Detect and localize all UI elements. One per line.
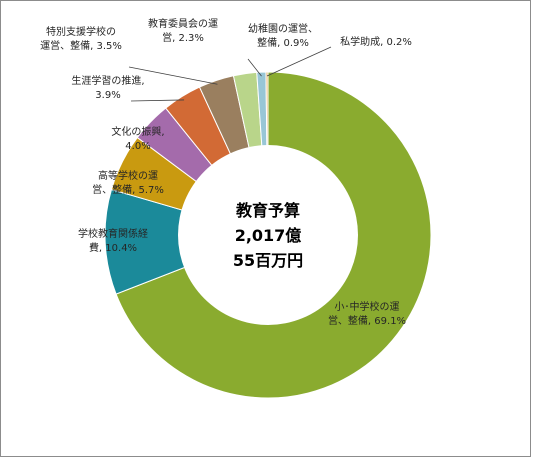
center-label-line-3: 55百万円 [233, 251, 303, 270]
data-label-6: 特別支援学校の運営、整備, 3.5% [40, 25, 122, 52]
leader-line-6 [128, 66, 218, 85]
leader-line-5 [130, 99, 185, 102]
center-label-line-2: 2,017億 [235, 226, 302, 245]
data-label-8: 幼稚園の運営、整備, 0.9% [248, 22, 318, 49]
data-label-3: 高等学校の運営、整備, 5.7% [92, 169, 164, 196]
leader-line-9 [266, 46, 332, 77]
data-label-7: 教育委員会の運営, 2.3% [148, 17, 218, 44]
data-label-5: 生涯学習の推進, 3.9% [71, 74, 144, 101]
data-label-1: 小･中学校の運営、整備, 69.1% [328, 300, 406, 327]
leader-line-8 [247, 58, 262, 77]
donut-hole [178, 145, 358, 325]
leader-lines-group [128, 46, 332, 102]
data-label-9: 私学助成, 0.2% [340, 35, 412, 48]
center-label-line-1: 教育予算 [236, 201, 300, 220]
data-label-2: 学校教育関係経費, 10.4% [78, 227, 148, 254]
data-label-4: 文化の振興, 4.0% [111, 125, 164, 152]
slice-labels-group: 小･中学校の運営、整備, 69.1% 学校教育関係経費, 10.4% 高等学校の運営… [40, 17, 412, 327]
